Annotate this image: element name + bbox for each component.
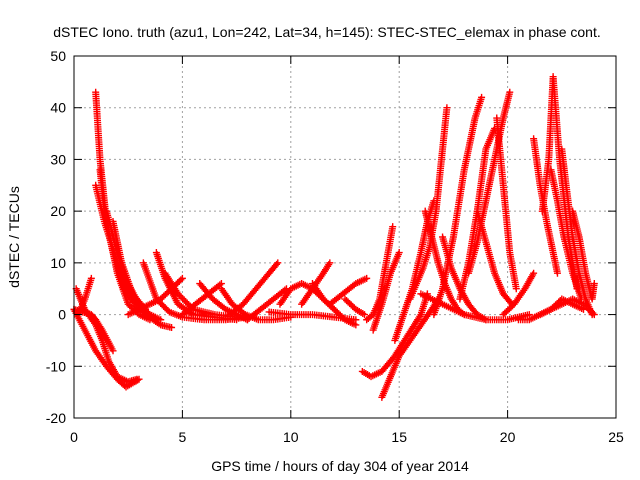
y-tick-label: 0 <box>58 307 66 323</box>
data-series <box>363 223 397 324</box>
data-point <box>590 280 598 288</box>
data-series <box>124 274 186 319</box>
data-series <box>217 285 295 324</box>
data-points <box>70 73 598 401</box>
data-point <box>363 274 371 282</box>
data-series <box>406 104 451 303</box>
data-point <box>589 309 597 317</box>
data-series <box>499 269 538 319</box>
y-tick-label: -10 <box>46 358 66 374</box>
data-series <box>530 135 561 277</box>
x-tick-label: 0 <box>70 429 78 445</box>
data-point <box>179 295 187 303</box>
data-point <box>177 276 185 284</box>
y-tick-label: 30 <box>50 151 66 167</box>
y-tick-label: 10 <box>50 255 66 271</box>
data-point <box>443 104 451 112</box>
x-tick-label: 15 <box>391 429 407 445</box>
data-point <box>590 311 598 319</box>
y-tick-label: 40 <box>50 100 66 116</box>
data-point <box>168 324 176 331</box>
data-series <box>473 207 516 308</box>
data-point <box>216 281 224 289</box>
y-axis-label: dSTEC / TECUs <box>6 186 22 288</box>
data-point <box>352 316 360 324</box>
data-series <box>569 207 598 303</box>
data-series <box>536 295 598 319</box>
data-point <box>273 260 281 268</box>
y-tick-label: -20 <box>46 410 66 426</box>
data-point <box>157 316 165 324</box>
data-series <box>493 114 520 293</box>
data-point <box>274 259 282 267</box>
data-point <box>512 285 520 293</box>
data-point <box>506 88 514 96</box>
data-point <box>395 249 403 257</box>
data-point <box>109 347 117 355</box>
data-series <box>358 290 431 381</box>
data-point <box>183 299 191 307</box>
data-point <box>87 274 95 282</box>
data-series <box>369 249 403 334</box>
grid <box>74 56 616 418</box>
data-point <box>180 296 188 304</box>
data-series <box>417 290 533 324</box>
data-point <box>174 290 182 298</box>
data-series <box>538 73 581 293</box>
data-point <box>176 291 184 299</box>
data-point <box>389 223 397 231</box>
x-tick-label: 25 <box>608 429 624 445</box>
x-tick-label: 5 <box>179 429 187 445</box>
y-tick-label: 50 <box>50 48 66 64</box>
data-point <box>361 311 369 319</box>
data-series <box>547 166 585 303</box>
chart-title: dSTEC Iono. truth (azu1, Lon=242, Lat=34… <box>53 24 600 40</box>
data-series <box>265 308 360 324</box>
data-series <box>326 274 371 308</box>
data-point <box>525 311 533 319</box>
data-series <box>558 145 596 319</box>
x-axis-label: GPS time / hours of day 304 of year 2014 <box>211 458 469 474</box>
data-point <box>182 298 190 306</box>
data-point <box>553 269 561 277</box>
data-point <box>478 93 486 101</box>
data-series <box>276 280 338 313</box>
data-series <box>74 274 95 319</box>
data-point <box>326 259 334 267</box>
x-tick-label: 20 <box>500 429 516 445</box>
x-tick-label: 10 <box>283 429 299 445</box>
data-series <box>70 305 117 355</box>
data-series <box>465 88 514 277</box>
data-point <box>178 274 186 282</box>
data-series <box>341 295 369 319</box>
data-series <box>378 295 442 401</box>
data-series <box>456 124 499 303</box>
tick-labels: 0 5 10 15 20 25 -20 -10 0 10 20 30 40 50 <box>46 48 624 445</box>
data-series <box>391 197 438 344</box>
y-tick-label: 20 <box>50 203 66 219</box>
data-point <box>530 269 538 277</box>
axes <box>73 55 617 419</box>
data-point <box>133 375 141 383</box>
data-point <box>177 293 185 301</box>
plot-border <box>73 55 617 419</box>
